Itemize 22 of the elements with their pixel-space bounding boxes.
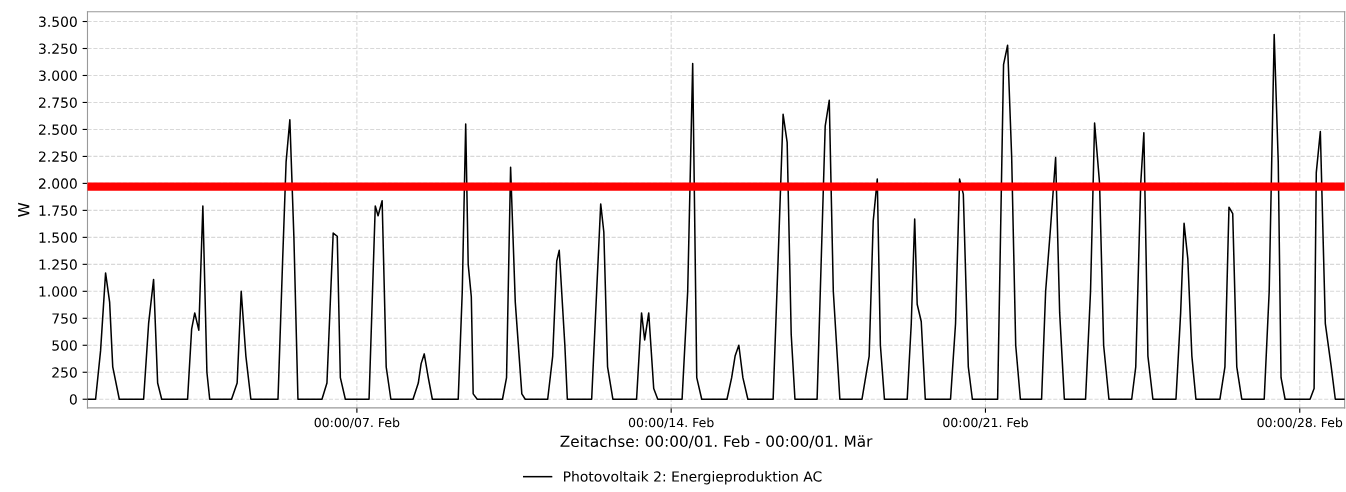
y-tick-label: 1.500 xyxy=(39,232,77,243)
y-tick-label: 1.000 xyxy=(39,286,77,297)
y-tick-label: 3.000 xyxy=(39,70,77,81)
y-tick-label: 750 xyxy=(52,313,77,324)
x-tick-label: 00:00/21. Feb xyxy=(943,417,1028,429)
y-tick-label: 2.250 xyxy=(39,151,77,162)
y-tick-label: 500 xyxy=(52,340,77,351)
x-tick-label: 00:00/14. Feb xyxy=(628,417,714,429)
y-tick-label: 1.250 xyxy=(39,259,77,270)
y-tick-label: 3.500 xyxy=(39,16,77,27)
y-tick-label: 250 xyxy=(52,367,77,378)
y-tick-label: 2.750 xyxy=(39,97,77,108)
y-tick-label: 2.500 xyxy=(39,124,77,135)
x-tick-label: 00:00/07. Feb xyxy=(314,417,400,429)
legend-label: Photovoltaik 2: Energieproduktion AC xyxy=(564,470,822,485)
y-tick-label: 0 xyxy=(69,394,77,405)
y-tick-label: 2.000 xyxy=(39,178,77,189)
y-tick-label: 1.750 xyxy=(39,205,77,216)
x-tick-label: 00:00/28. Feb xyxy=(1257,417,1343,429)
y-axis-title: W xyxy=(18,202,30,217)
x-axis-title: Zeitachse: 00:00/01. Feb - 00:00/01. Mär xyxy=(560,435,873,449)
y-tick-label: 3.250 xyxy=(39,43,77,54)
